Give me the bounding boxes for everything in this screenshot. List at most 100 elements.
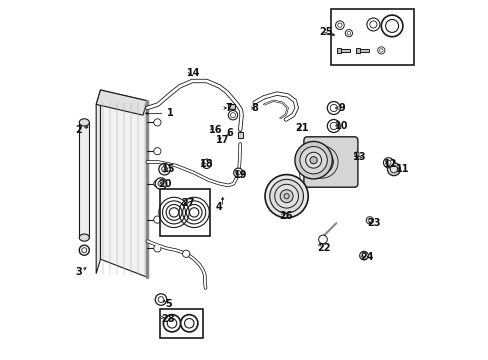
Circle shape [155,178,166,189]
Bar [160,309,203,338]
Text: 4: 4 [216,202,222,212]
Circle shape [326,102,340,114]
Circle shape [359,251,367,260]
Text: 19: 19 [234,170,247,180]
Circle shape [386,163,400,176]
Bar [330,9,413,65]
Text: 26: 26 [279,211,292,221]
Circle shape [309,157,317,164]
Circle shape [163,315,180,332]
Circle shape [228,111,237,120]
Circle shape [236,171,240,175]
Polygon shape [101,90,147,277]
Circle shape [284,194,288,199]
Text: 2: 2 [75,125,82,135]
Text: 15: 15 [162,164,175,174]
Circle shape [294,141,332,179]
Text: 24: 24 [360,252,373,262]
Text: 10: 10 [334,121,348,131]
Circle shape [299,147,326,174]
Circle shape [318,235,326,244]
Circle shape [345,30,352,37]
Text: 1: 1 [167,108,174,118]
Circle shape [202,159,211,168]
Circle shape [162,166,167,172]
Text: 6: 6 [226,128,233,138]
Text: 16: 16 [208,125,222,135]
Text: 3: 3 [75,267,82,277]
Polygon shape [96,90,101,274]
Circle shape [233,168,243,177]
Circle shape [385,19,398,32]
FancyBboxPatch shape [303,137,357,187]
Circle shape [230,113,235,118]
Circle shape [153,245,161,252]
Text: 18: 18 [200,159,213,169]
Bar [228,104,234,109]
Text: 7: 7 [224,103,231,113]
Text: 22: 22 [316,243,330,253]
Text: 9: 9 [338,103,345,113]
Text: 14: 14 [187,68,201,78]
Text: 28: 28 [161,314,174,324]
Circle shape [361,253,366,258]
Polygon shape [96,90,147,115]
Bar [160,189,210,236]
Circle shape [153,119,161,126]
Text: 23: 23 [366,218,380,228]
Text: 8: 8 [251,103,258,113]
Circle shape [158,297,163,302]
Circle shape [81,248,87,253]
Circle shape [379,49,382,52]
Circle shape [182,250,189,257]
Bar [337,49,349,52]
Circle shape [346,31,350,35]
Circle shape [389,166,397,173]
Text: 5: 5 [165,299,172,309]
Circle shape [366,217,373,224]
Bar [337,48,340,53]
Circle shape [367,219,371,222]
Circle shape [158,181,163,186]
Circle shape [369,21,376,28]
Bar [79,122,89,238]
Circle shape [153,148,161,155]
Text: 25: 25 [319,27,332,37]
Circle shape [326,120,340,132]
Text: 11: 11 [395,164,409,174]
Circle shape [153,216,161,223]
Ellipse shape [79,119,89,126]
Circle shape [305,152,321,168]
Circle shape [167,319,176,328]
Text: 20: 20 [158,179,172,189]
Bar [237,132,242,138]
Circle shape [385,160,390,165]
Circle shape [184,319,194,328]
Bar [355,49,368,52]
Circle shape [159,163,170,175]
Circle shape [274,184,298,208]
Circle shape [155,294,166,305]
Circle shape [329,122,337,130]
Bar [355,48,359,53]
Text: 12: 12 [383,159,396,169]
Circle shape [280,190,292,203]
Circle shape [180,315,198,332]
Circle shape [383,158,393,168]
Text: 13: 13 [352,152,366,162]
Circle shape [366,18,379,31]
Circle shape [377,47,384,54]
Circle shape [337,23,342,27]
Circle shape [335,21,344,30]
Ellipse shape [79,234,89,241]
Circle shape [329,104,337,112]
Circle shape [264,175,307,218]
Circle shape [269,179,303,213]
Circle shape [153,180,161,187]
Text: 27: 27 [181,198,194,208]
Circle shape [354,152,358,156]
Text: 17: 17 [216,135,229,145]
Circle shape [79,245,89,255]
Text: 21: 21 [295,123,308,133]
Circle shape [381,15,402,37]
